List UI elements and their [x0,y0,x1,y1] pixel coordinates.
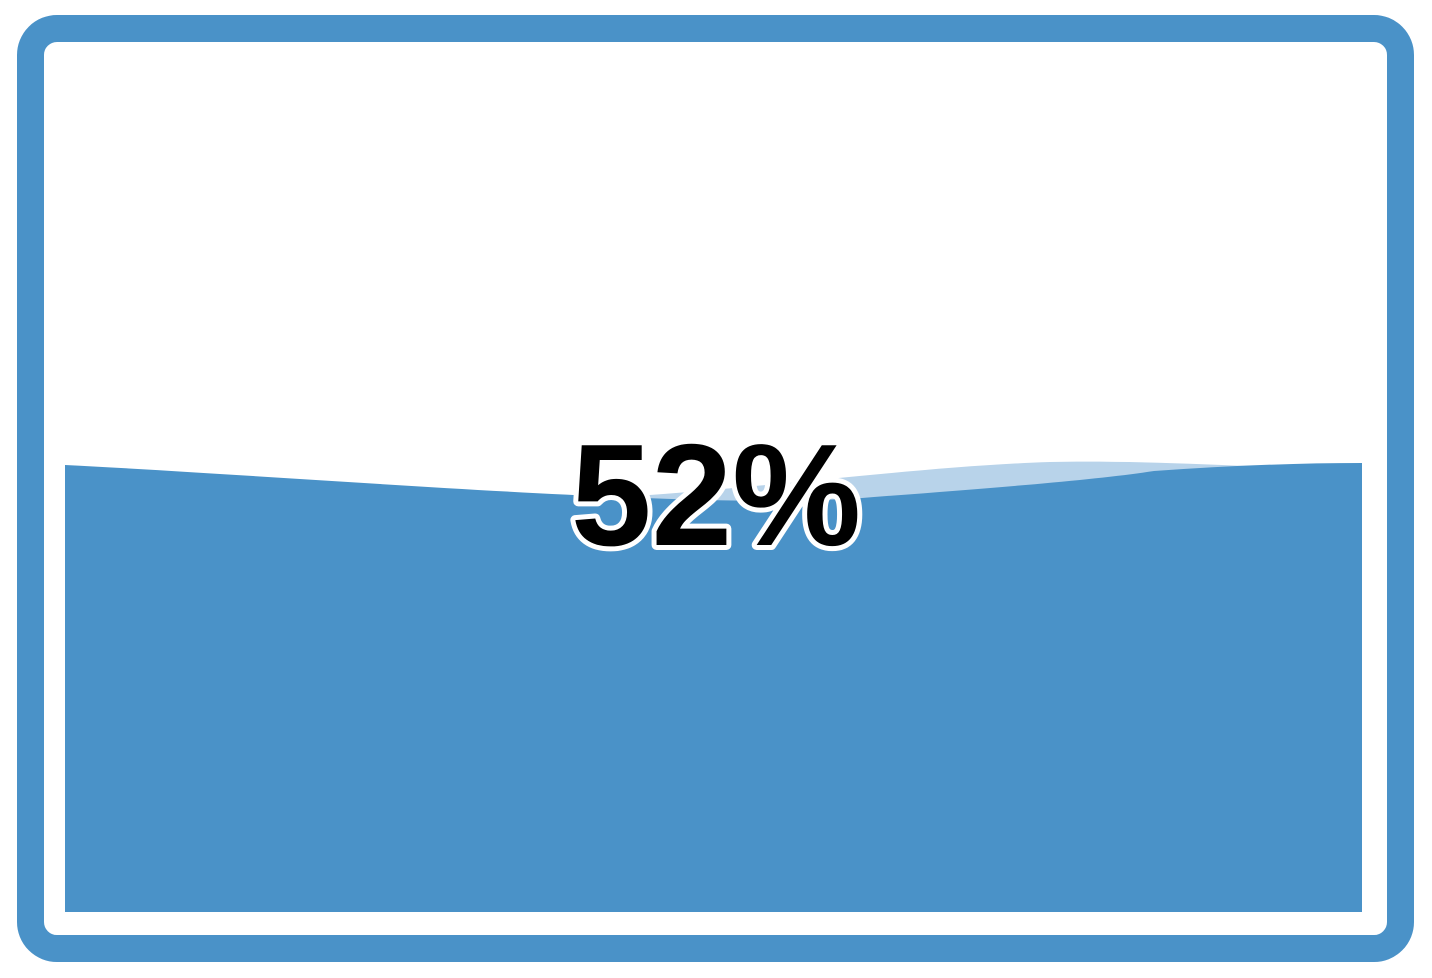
liquid-gauge-svg: 52% [65,409,1362,912]
wave-front [65,463,1362,912]
gauge-value-label: 52% [571,414,861,576]
liquid-gauge: 52% [17,15,1414,962]
